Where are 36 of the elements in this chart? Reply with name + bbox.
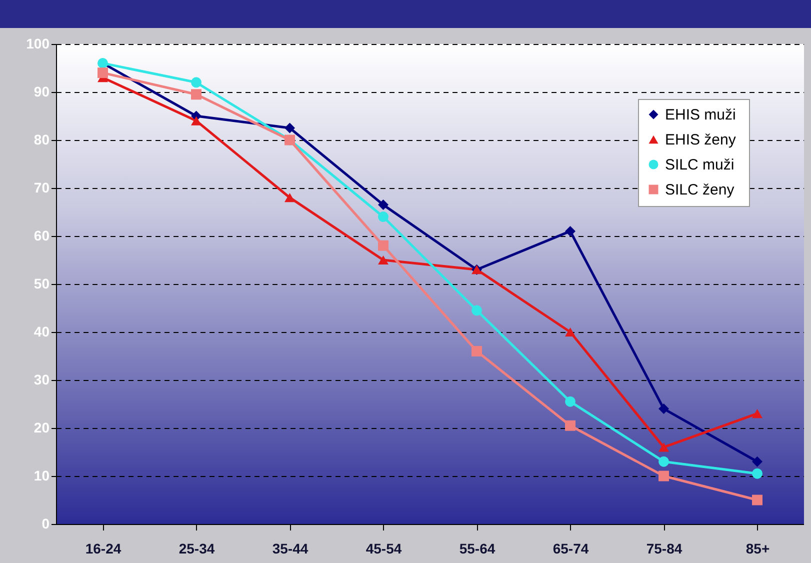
x-tick-label: 35-44 bbox=[272, 540, 308, 556]
point bbox=[565, 420, 576, 431]
point bbox=[284, 122, 295, 134]
x-tick-label: 65-74 bbox=[552, 540, 589, 556]
legend-label: EHIS ženy bbox=[665, 132, 736, 148]
point bbox=[565, 226, 576, 236]
point bbox=[565, 327, 576, 337]
point bbox=[752, 494, 762, 506]
point bbox=[752, 468, 762, 479]
point bbox=[658, 470, 669, 482]
x-tick-label: 25-34 bbox=[178, 540, 215, 556]
point bbox=[565, 396, 576, 407]
point bbox=[98, 68, 108, 78]
point bbox=[191, 116, 202, 126]
x-tick-label: 85+ bbox=[746, 540, 770, 556]
legend-label: SILC muži bbox=[665, 156, 734, 174]
point bbox=[378, 200, 388, 210]
x-tick-label: 16-24 bbox=[85, 540, 122, 556]
point bbox=[472, 346, 482, 356]
point bbox=[284, 193, 295, 202]
point bbox=[191, 77, 202, 88]
point bbox=[191, 89, 202, 100]
point bbox=[752, 456, 762, 467]
x-tick-label: 55-64 bbox=[459, 540, 496, 556]
legend-label: SILC ženy bbox=[665, 182, 735, 198]
point bbox=[658, 442, 669, 452]
x-tick-label: 45-54 bbox=[366, 540, 402, 556]
point bbox=[378, 255, 388, 265]
legend-label: EHIS muži bbox=[665, 106, 736, 124]
point bbox=[752, 409, 762, 418]
point bbox=[658, 456, 669, 467]
point bbox=[378, 240, 388, 251]
point bbox=[378, 212, 388, 222]
x-tick-label: 75-84 bbox=[646, 540, 682, 556]
point bbox=[658, 404, 669, 414]
point bbox=[472, 305, 482, 316]
